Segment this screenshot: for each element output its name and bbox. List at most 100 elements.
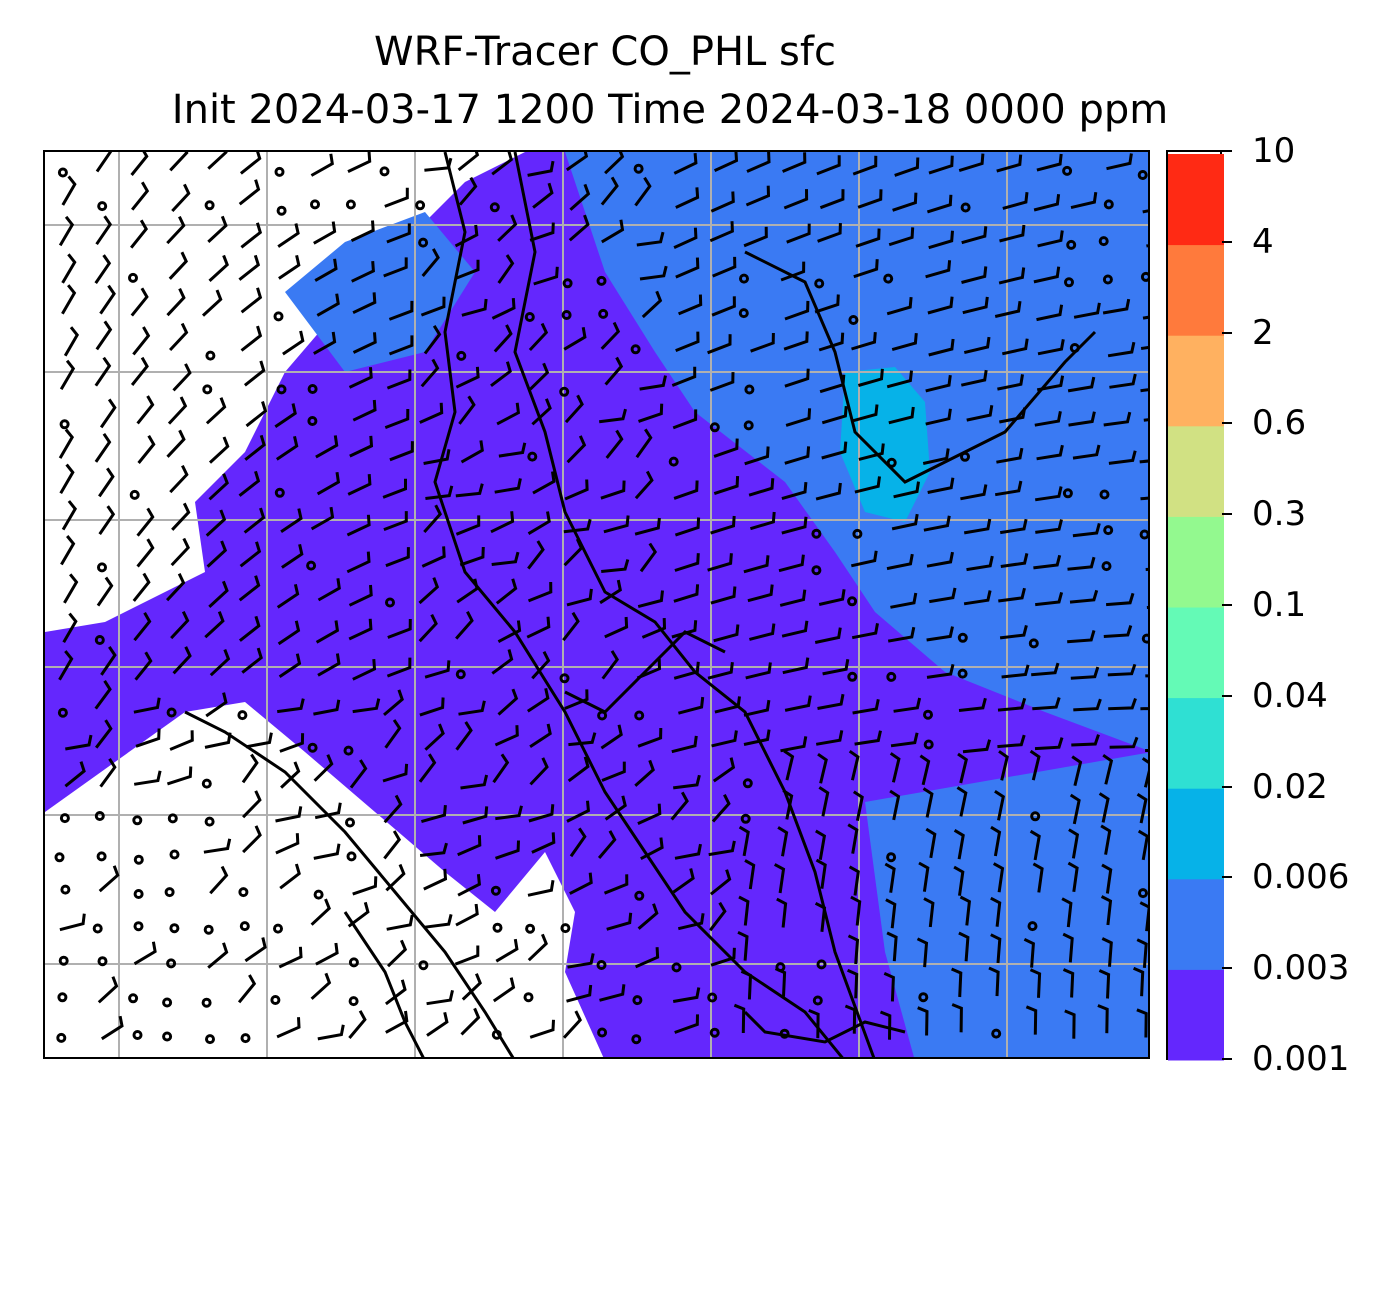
wind-barb [58, 428, 75, 459]
calm-wind-circle [162, 1031, 173, 1042]
wind-barb [491, 297, 516, 320]
wind-barb [634, 176, 652, 207]
colorbar-tick-label: 0.6 [1252, 403, 1307, 444]
wind-barb [926, 663, 955, 679]
wind-barb [278, 653, 302, 679]
wind-barb [821, 441, 848, 460]
calm-wind-circle [274, 487, 285, 498]
wind-barb [1136, 938, 1148, 969]
calm-wind-circle [739, 273, 749, 284]
wind-barb [205, 397, 227, 425]
wind-barb [1031, 662, 1060, 677]
wind-barb [925, 827, 937, 859]
wind-barb [710, 586, 737, 605]
wind-barb [167, 396, 188, 425]
wind-barb [239, 541, 262, 568]
wind-barb [459, 546, 485, 567]
wind-barb [737, 930, 749, 961]
wind-barb [94, 254, 112, 284]
calm-wind-circle [132, 815, 143, 826]
wind-barb [780, 736, 808, 753]
wind-barb [567, 756, 590, 783]
wind-barb [639, 542, 658, 573]
wind-barb [951, 967, 963, 998]
wind-barb [349, 435, 374, 458]
wind-barb [497, 254, 515, 284]
calm-wind-circle [60, 884, 71, 895]
wind-barb [526, 616, 551, 639]
wind-barb [313, 221, 337, 245]
calm-wind-circle [848, 315, 859, 325]
calm-wind-circle [630, 344, 641, 355]
colorbar-tick [1222, 694, 1232, 697]
calm-wind-circle [128, 993, 139, 1004]
calm-wind-circle [96, 851, 107, 862]
calm-wind-circle [596, 275, 607, 286]
wind-barb [990, 896, 1002, 927]
wind-barb [348, 367, 373, 389]
wind-barb [130, 219, 149, 249]
calm-wind-circle [744, 384, 755, 395]
wind-barb [454, 224, 479, 248]
wind-barb [563, 518, 592, 534]
wind-barb [678, 696, 705, 715]
wind-barb [1001, 664, 1030, 679]
calm-wind-circle [238, 887, 249, 898]
wind-barb [385, 547, 410, 568]
wind-barb [892, 192, 918, 212]
wind-barb [999, 224, 1026, 243]
wind-barb [1061, 897, 1073, 928]
colorbar-swatch [1168, 335, 1224, 427]
wind-barb [1062, 968, 1075, 998]
calm-wind-circle [923, 709, 933, 720]
wind-barb [635, 428, 653, 459]
calm-wind-circle [310, 199, 320, 210]
calm-wind-circle [202, 384, 213, 395]
calm-wind-circle [97, 201, 108, 212]
wind-barb [277, 223, 300, 248]
wind-barb [238, 575, 261, 602]
calm-wind-circle [94, 635, 105, 645]
wind-barb [1098, 969, 1111, 999]
wind-barb [279, 863, 301, 890]
wind-barb [675, 257, 700, 279]
wind-barb [707, 334, 732, 355]
wind-barb [988, 966, 1000, 997]
wind-barb [854, 476, 881, 494]
wind-barb [671, 620, 698, 639]
wind-barb [1103, 411, 1132, 427]
wind-barb [889, 752, 901, 783]
wind-barb [63, 573, 79, 604]
calm-wind-circle [886, 671, 897, 682]
colorbar-swatch [1168, 244, 1224, 336]
wind-barb [1033, 266, 1061, 284]
wind-barb [926, 626, 954, 642]
wind-barb [888, 227, 915, 247]
wind-barb [99, 398, 117, 429]
wind-barb [134, 651, 153, 681]
wind-barb [172, 646, 192, 675]
wind-barb [994, 300, 1022, 318]
co-field-0.006 [840, 367, 930, 522]
wind-barb [634, 517, 661, 536]
wind-barb [998, 750, 1009, 781]
wind-barb [94, 356, 112, 387]
wind-barb [893, 697, 922, 713]
wind-barb [275, 435, 299, 461]
wind-barb [529, 1019, 555, 1039]
wind-barb [279, 733, 305, 753]
wind-barb [1067, 861, 1079, 893]
wind-barb [1035, 592, 1064, 607]
wind-barb [387, 618, 412, 639]
wind-barb [709, 901, 727, 932]
wind-barb [207, 152, 228, 170]
calm-wind-circle [561, 310, 572, 320]
wind-barb [458, 176, 478, 206]
wind-barb [959, 895, 972, 926]
colorbar-swatch [1168, 607, 1224, 699]
colorbar-swatch [1168, 425, 1224, 517]
wind-barb [600, 724, 623, 750]
wind-barb [170, 610, 190, 640]
wind-barb [277, 698, 305, 714]
wind-barb [848, 865, 860, 896]
